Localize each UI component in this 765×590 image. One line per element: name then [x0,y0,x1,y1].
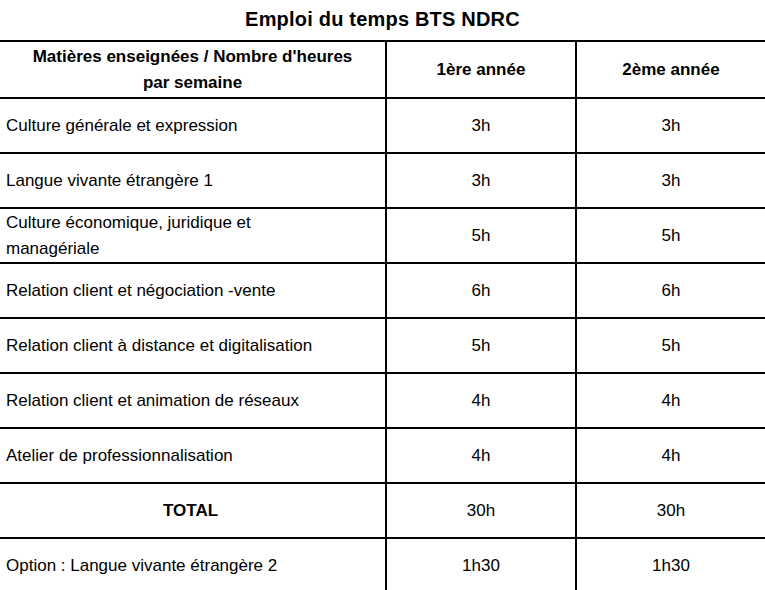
subject-cell: Culture économique, juridique et managér… [0,208,386,263]
subject-label: Relation client et animation de réseaux [6,388,381,414]
subject-label: Option : Langue vivante étrangère 2 [6,553,381,579]
table-row: Langue vivante étrangère 1 3h 3h [0,153,765,208]
year2-cell: 5h [576,208,765,263]
year1-cell: 6h [386,263,576,318]
subject-cell: Atelier de professionnalisation [0,428,386,483]
year1-cell: 4h [386,428,576,483]
table-row: Relation client et animation de réseaux … [0,373,765,428]
timetable: Matières enseignées / Nombre d'heures pa… [0,40,765,590]
total-label-cell: TOTAL [0,483,386,538]
total-label: TOTAL [0,498,381,524]
table-row: Atelier de professionnalisation 4h 4h [0,428,765,483]
year1-cell: 5h [386,208,576,263]
total-row: TOTAL 30h 30h [0,483,765,538]
subject-cell: Option : Langue vivante étrangère 2 [0,538,386,590]
header-subjects: Matières enseignées / Nombre d'heures pa… [0,41,386,98]
year2-cell: 6h [576,263,765,318]
table-row: Relation client et négociation -vente 6h… [0,263,765,318]
year2-cell: 4h [576,373,765,428]
header-year1: 1ère année [386,41,576,98]
header-subjects-line1: Matières enseignées / Nombre d'heures [0,44,385,70]
year2-cell: 3h [576,98,765,153]
subject-cell: Relation client et animation de réseaux [0,373,386,428]
table-row: Culture générale et expression 3h 3h [0,98,765,153]
subject-label: Relation client à distance et digitalisa… [6,333,381,359]
table-row: Relation client à distance et digitalisa… [0,318,765,373]
subject-label: Atelier de professionnalisation [6,443,381,469]
year1-cell: 4h [386,373,576,428]
subject-label: Relation client et négociation -vente [6,278,381,304]
year1-cell: 5h [386,318,576,373]
total-year2-cell: 30h [576,483,765,538]
year1-cell: 1h30 [386,538,576,590]
subject-label: Langue vivante étrangère 1 [6,168,381,194]
year1-cell: 3h [386,98,576,153]
year2-cell: 1h30 [576,538,765,590]
table-row: Option : Langue vivante étrangère 2 1h30… [0,538,765,590]
subject-label-line2: managériale [6,236,381,262]
table-row: Culture économique, juridique et managér… [0,208,765,263]
subject-cell: Relation client à distance et digitalisa… [0,318,386,373]
subject-cell: Culture générale et expression [0,98,386,153]
year2-cell: 5h [576,318,765,373]
header-row: Matières enseignées / Nombre d'heures pa… [0,41,765,98]
subject-cell: Langue vivante étrangère 1 [0,153,386,208]
page-title: Emploi du temps BTS NDRC [0,0,765,40]
year2-cell: 4h [576,428,765,483]
year1-cell: 3h [386,153,576,208]
subject-label-line1: Culture économique, juridique et [6,210,381,236]
header-subjects-line2: par semaine [0,70,385,96]
year2-cell: 3h [576,153,765,208]
header-year2: 2ème année [576,41,765,98]
subject-cell: Relation client et négociation -vente [0,263,386,318]
total-year1-cell: 30h [386,483,576,538]
subject-label: Culture générale et expression [6,113,381,139]
